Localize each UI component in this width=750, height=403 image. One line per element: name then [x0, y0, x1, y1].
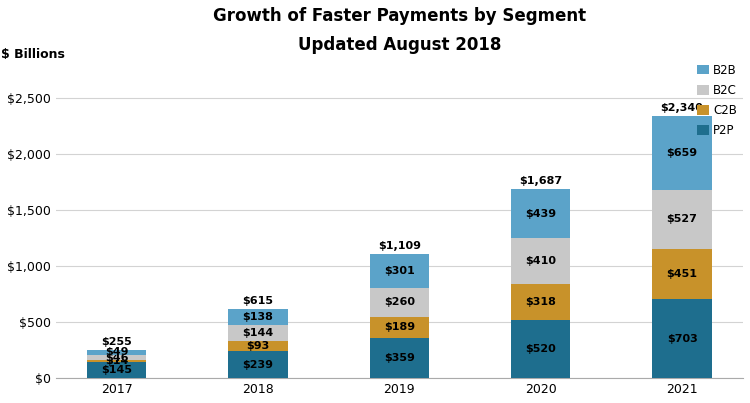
Text: $1,687: $1,687 — [519, 176, 562, 186]
Bar — [652, 116, 712, 189]
Text: $ Billions: $ Billions — [1, 48, 64, 61]
Bar — [228, 341, 288, 351]
Text: $2,340: $2,340 — [661, 103, 704, 113]
Bar — [511, 284, 571, 320]
Bar — [370, 338, 429, 378]
Bar — [511, 189, 571, 238]
Bar — [87, 362, 146, 378]
Text: $145: $145 — [101, 365, 132, 375]
Text: $703: $703 — [667, 334, 698, 344]
Text: $138: $138 — [242, 312, 274, 322]
Text: $410: $410 — [525, 256, 556, 266]
Text: $1,109: $1,109 — [378, 241, 421, 251]
Bar — [370, 317, 429, 338]
Bar — [652, 299, 712, 378]
Bar — [87, 360, 146, 362]
Text: $439: $439 — [525, 208, 556, 218]
Text: $46: $46 — [105, 353, 128, 363]
Text: $144: $144 — [242, 328, 274, 338]
Bar — [652, 189, 712, 249]
Bar — [228, 351, 288, 378]
Text: $451: $451 — [667, 269, 698, 279]
Text: $260: $260 — [384, 297, 415, 307]
Text: $318: $318 — [525, 297, 556, 307]
Bar — [87, 350, 146, 355]
Text: $615: $615 — [242, 296, 274, 306]
Bar — [370, 254, 429, 287]
Text: $93: $93 — [246, 341, 269, 351]
Bar — [228, 310, 288, 325]
Bar — [511, 238, 571, 284]
Legend: B2B, B2C, C2B, P2P: B2B, B2C, C2B, P2P — [697, 64, 737, 137]
Text: $301: $301 — [384, 266, 415, 276]
Bar — [228, 325, 288, 341]
Text: $49: $49 — [105, 347, 128, 357]
Bar — [511, 320, 571, 378]
Text: $255: $255 — [101, 337, 132, 347]
Text: $239: $239 — [242, 360, 274, 370]
Text: $14: $14 — [105, 356, 128, 366]
Bar — [370, 287, 429, 317]
Title: Growth of Faster Payments by Segment
Updated August 2018: Growth of Faster Payments by Segment Upd… — [213, 7, 586, 54]
Text: $527: $527 — [667, 214, 698, 224]
Text: $189: $189 — [384, 322, 415, 332]
Bar — [87, 355, 146, 360]
Text: $359: $359 — [384, 353, 415, 363]
Bar — [652, 249, 712, 299]
Text: $520: $520 — [525, 344, 556, 354]
Text: $659: $659 — [667, 147, 698, 158]
